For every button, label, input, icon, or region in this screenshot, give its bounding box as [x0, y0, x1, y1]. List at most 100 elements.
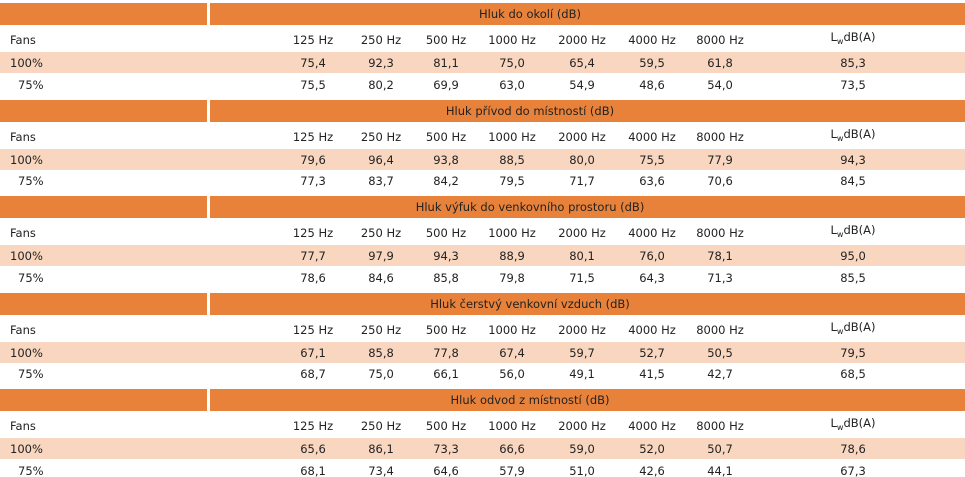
level-symbol: L: [830, 319, 837, 334]
cell: 75,0: [368, 367, 394, 381]
cell: 79,5: [499, 174, 525, 188]
header-cell: 2000 Hz: [558, 226, 606, 240]
title-bar-left: [0, 196, 207, 218]
cell: 66,6: [499, 442, 525, 456]
row-shade: [0, 438, 965, 459]
header-cell: 2000 Hz: [558, 129, 606, 144]
header-label: Fans: [10, 226, 36, 240]
cell: 95,0: [840, 249, 866, 263]
row-label: 75%: [18, 174, 44, 188]
row-label: 75%: [18, 77, 44, 92]
header-cell: 8000 Hz: [696, 419, 744, 433]
cell: 49,1: [569, 367, 595, 381]
section-title: Hluk do okolí (dB): [479, 7, 581, 21]
cell: 88,9: [499, 249, 525, 263]
level-unit: dB(A): [843, 30, 876, 44]
cell: 81,1: [433, 56, 459, 70]
row-shade: [0, 52, 965, 73]
header-label: Fans: [10, 419, 36, 433]
header-cell: 125 Hz: [292, 129, 334, 144]
cell: 78,1: [707, 249, 733, 263]
level-unit: dB(A): [843, 319, 876, 334]
cell: 85,8: [368, 345, 394, 360]
cell: 52,0: [639, 442, 665, 456]
level-header: LwdB(A): [831, 320, 876, 339]
cell: 52,7: [639, 345, 665, 360]
cell: 75,0: [499, 56, 525, 70]
header-label: Fans: [10, 129, 36, 144]
cell: 78,6: [300, 270, 326, 285]
header-cell: 1000 Hz: [488, 322, 536, 337]
level-header: LwdB(A): [831, 416, 876, 435]
level-symbol: L: [830, 416, 837, 430]
cell: 59,0: [569, 442, 595, 456]
header-label: Fans: [10, 33, 36, 47]
cell: 73,3: [433, 442, 459, 456]
row-shade: [0, 341, 965, 363]
cell: 88,5: [499, 152, 525, 167]
title-bar-left: [0, 3, 207, 25]
level-subscript: w: [836, 230, 844, 239]
header-cell: 125 Hz: [292, 322, 334, 337]
cell: 59,7: [569, 345, 595, 360]
title-bar: [210, 389, 965, 411]
cell: 93,8: [433, 152, 459, 167]
cell: 86,1: [368, 442, 394, 456]
cell: 77,8: [433, 345, 459, 360]
cell: 50,7: [707, 442, 733, 456]
cell: 77,3: [300, 174, 326, 188]
cell: 79,8: [499, 270, 525, 285]
cell: 68,1: [300, 463, 326, 477]
header-cell: 250 Hz: [360, 226, 402, 240]
header-cell: 4000 Hz: [628, 33, 676, 47]
cell: 77,9: [707, 152, 733, 167]
cell: 73,4: [368, 463, 394, 477]
header-cell: 8000 Hz: [696, 33, 744, 47]
cell: 85,3: [840, 56, 866, 70]
header-cell: 8000 Hz: [696, 129, 744, 144]
header-cell: 1000 Hz: [488, 33, 536, 47]
cell: 48,6: [639, 77, 665, 92]
header-cell: 1000 Hz: [488, 129, 536, 144]
cell: 54,0: [707, 77, 733, 92]
cell: 65,6: [300, 442, 326, 456]
section-title: Hluk čerstvý venkovní vzduch (dB): [430, 296, 630, 311]
cell: 71,3: [707, 270, 733, 285]
header-cell: 4000 Hz: [628, 226, 676, 240]
cell: 76,0: [639, 249, 665, 263]
cell: 85,8: [433, 270, 459, 285]
cell: 64,6: [433, 463, 459, 477]
cell: 42,7: [707, 367, 733, 381]
cell: 84,2: [433, 174, 459, 188]
header-cell: 2000 Hz: [558, 322, 606, 337]
row-label: 100%: [10, 345, 43, 360]
cell: 57,9: [499, 463, 525, 477]
header-cell: 1000 Hz: [488, 226, 536, 240]
title-bar-left: [0, 389, 207, 411]
row-label: 100%: [10, 152, 43, 167]
cell: 56,0: [499, 367, 525, 381]
level-subscript: w: [836, 423, 844, 432]
header-label: Fans: [10, 322, 36, 337]
header-cell: 500 Hz: [425, 226, 467, 240]
cell: 68,7: [300, 367, 326, 381]
cell: 77,7: [300, 249, 326, 263]
header-cell: 500 Hz: [425, 33, 467, 47]
cell: 78,6: [840, 442, 866, 456]
cell: 71,5: [569, 270, 595, 285]
level-symbol: L: [830, 30, 837, 44]
cell: 80,0: [569, 152, 595, 167]
header-cell: 4000 Hz: [628, 322, 676, 337]
header-cell: 8000 Hz: [696, 226, 744, 240]
row-label: 75%: [18, 367, 44, 381]
header-cell: 2000 Hz: [558, 419, 606, 433]
cell: 66,1: [433, 367, 459, 381]
cell: 71,7: [569, 174, 595, 188]
cell: 51,0: [569, 463, 595, 477]
title-bar-left: [0, 99, 207, 122]
header-cell: 250 Hz: [360, 33, 402, 47]
header-cell: 2000 Hz: [558, 33, 606, 47]
header-cell: 1000 Hz: [488, 419, 536, 433]
cell: 94,3: [433, 249, 459, 263]
header-cell: 250 Hz: [360, 419, 402, 433]
